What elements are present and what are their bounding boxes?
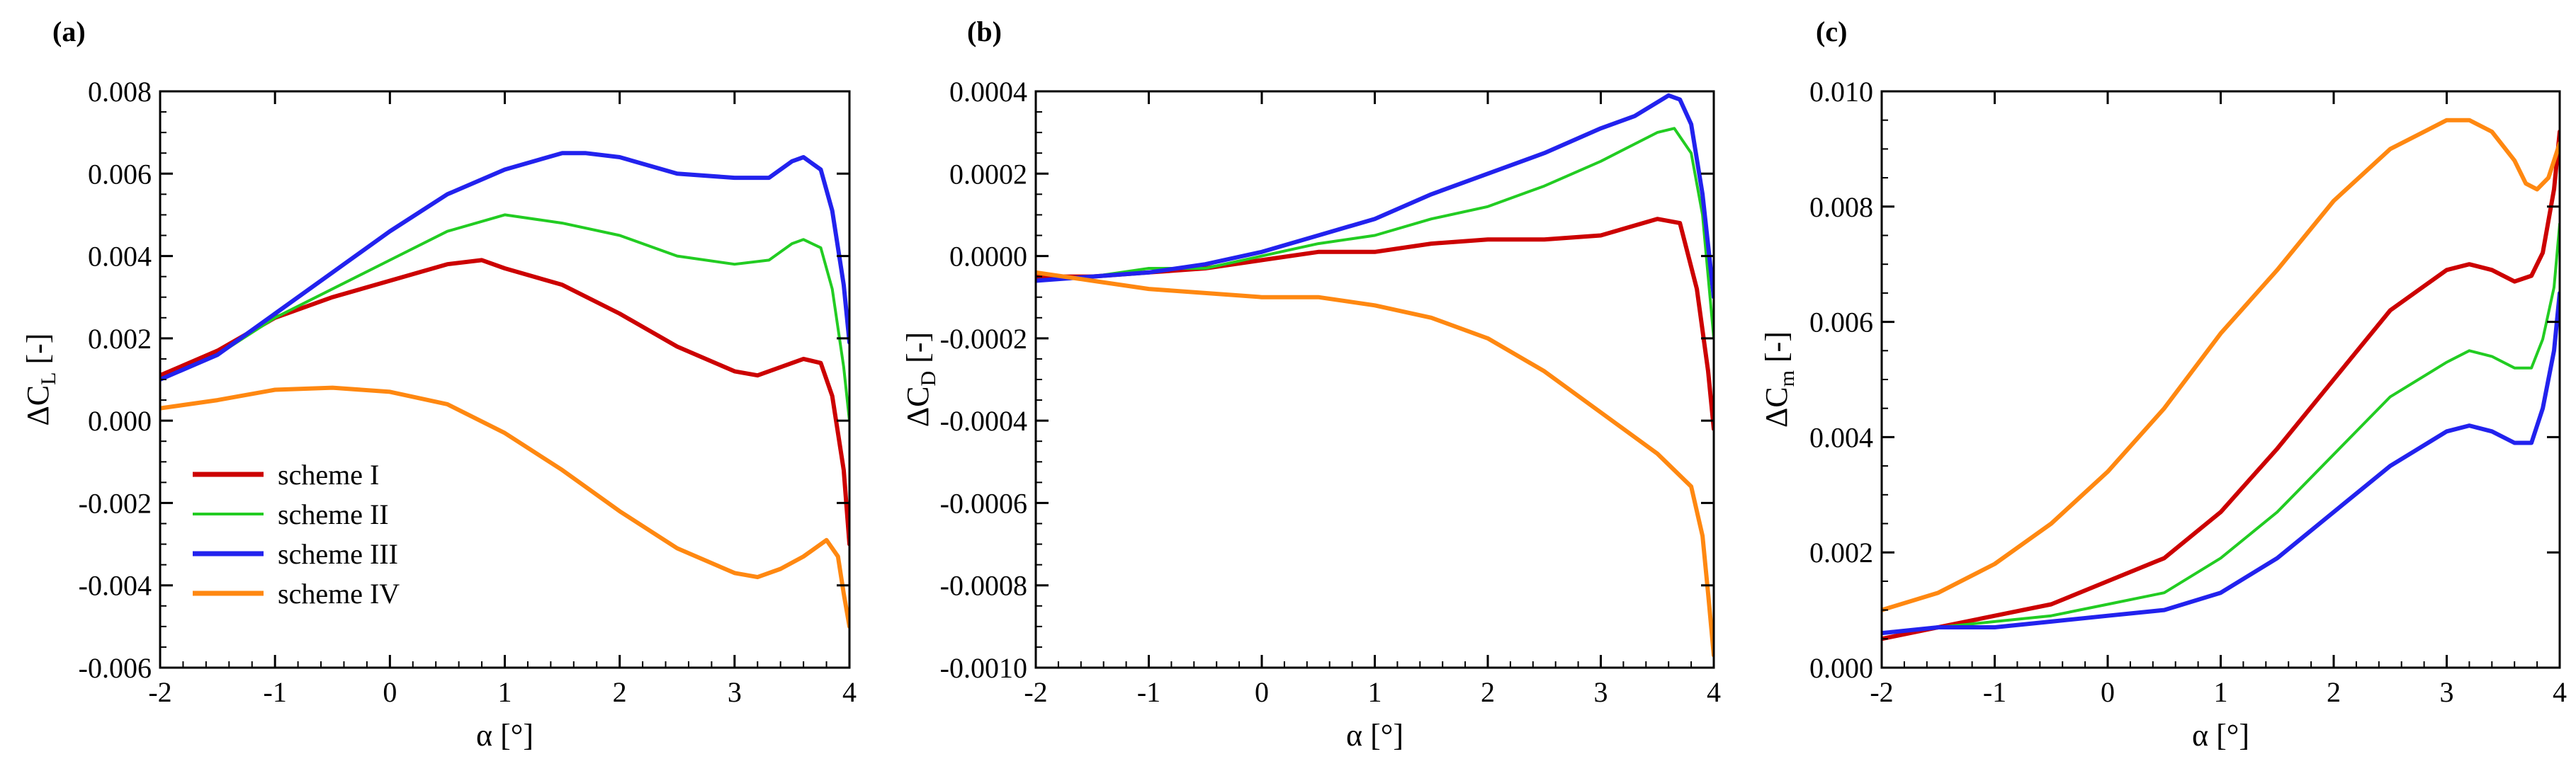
x-axis-title: α [°] [1346, 718, 1403, 753]
series-line-scheme-ii [1882, 222, 2560, 635]
panel-label: (b) [967, 16, 1002, 47]
series-line-scheme-iii [160, 151, 849, 382]
y-tick-label: 0.006 [1809, 307, 1873, 338]
y-tick-label: 0.004 [88, 241, 152, 273]
series-line-scheme-iv [1036, 270, 1714, 658]
y-tick-label: 0.000 [1809, 652, 1873, 684]
x-tick-label: 3 [728, 676, 742, 708]
x-tick-label: -1 [264, 676, 287, 708]
y-tick-label: 0.0002 [949, 158, 1027, 190]
panel-label: (c) [1816, 16, 1847, 47]
series-group [1036, 93, 1714, 658]
y-tick-label: -0.0010 [940, 652, 1027, 684]
legend: scheme I scheme II scheme III scheme IV [193, 459, 400, 610]
y-axis-title-sub: L [37, 372, 60, 384]
x-tick-label: 4 [842, 676, 857, 708]
series-line-scheme-iv [1882, 118, 2560, 612]
y-tick-label: 0.008 [88, 76, 152, 108]
x-tick-label: 0 [1255, 676, 1269, 708]
series-line-scheme-i [1036, 217, 1714, 431]
legend-label: scheme I [278, 459, 379, 491]
x-tick-label: 2 [2327, 676, 2341, 708]
y-axis-title: ΔCL [-] [21, 333, 60, 426]
x-tick-label: 4 [2553, 676, 2567, 708]
y-axis-title-unit: [-] [1759, 331, 1794, 370]
x-tick-label: 1 [1368, 676, 1382, 708]
x-tick-label: 4 [1707, 676, 1721, 708]
x-tick-label: -2 [148, 676, 171, 708]
x-axis-title: α [°] [2192, 718, 2249, 753]
panel-label: (a) [52, 16, 86, 47]
panel-b: (b) -2 -1 0 1 2 3 4 -0.0010 -0.0008 -0.0006 -0.0004… [900, 16, 1721, 753]
legend-label: scheme III [278, 538, 398, 570]
x-tick-label: -1 [1983, 676, 2006, 708]
y-tick-label: 0.010 [1809, 76, 1873, 108]
y-tick-label: 0.000 [88, 405, 152, 437]
x-tick-label: 1 [2214, 676, 2228, 708]
y-axis-title-unit: [-] [900, 332, 935, 371]
y-tick-label: -0.0008 [940, 570, 1027, 602]
y-axis-title-unit: [-] [21, 333, 55, 372]
x-tick-label: 1 [498, 676, 512, 708]
y-tick-label: 0.002 [88, 323, 152, 355]
y-tick-label: -0.004 [79, 570, 152, 602]
y-axis-title-main: ΔC [21, 385, 55, 426]
panel-c: (c) -2 -1 0 1 2 3 4 0.000 0.002 0.004 0.006 0.008 0.0… [1759, 16, 2567, 753]
x-tick-label: 2 [613, 676, 627, 708]
x-tick-label: 0 [383, 676, 397, 708]
x-tick-label: 3 [2440, 676, 2454, 708]
series-line-scheme-ii [160, 213, 849, 423]
y-axis-title-main: ΔC [1759, 387, 1794, 428]
y-tick-label: 0.002 [1809, 537, 1873, 569]
x-tick-label: 0 [2101, 676, 2115, 708]
y-tick-label: -0.0002 [940, 323, 1027, 355]
x-tick-label: -1 [1137, 676, 1160, 708]
series-line-scheme-i [160, 258, 849, 547]
y-tick-label: -0.0006 [940, 487, 1027, 519]
x-tick-label: 3 [1594, 676, 1608, 708]
plot-frame [1880, 90, 2561, 669]
x-tick-label: 2 [1481, 676, 1495, 708]
y-axis-title: ΔCm [-] [1759, 331, 1799, 428]
y-axis-title-main: ΔC [900, 386, 935, 427]
x-tick-label: -2 [1870, 676, 1893, 708]
y-tick-label: 0.0004 [949, 76, 1027, 108]
y-axis-title-sub: m [1775, 370, 1799, 387]
legend-label: scheme II [278, 498, 389, 530]
y-tick-label: -0.0004 [940, 405, 1027, 437]
y-tick-label: 0.0000 [949, 241, 1027, 273]
series-line-scheme-iii [1882, 290, 2560, 636]
series-line-scheme-iv [160, 385, 849, 629]
x-axis-title: α [°] [476, 718, 533, 753]
series-group [160, 151, 849, 629]
y-tick-label: 0.008 [1809, 191, 1873, 223]
y-axis-title: ΔCD [-] [900, 332, 940, 427]
legend-label: scheme IV [278, 578, 400, 610]
series-group [1882, 118, 2560, 641]
y-axis-title-sub: D [917, 371, 940, 387]
series-line-scheme-i [1882, 130, 2560, 641]
panel-a: (a) -2 -1 0 1 2 3 4 -0.006 -0.004 -0.002 0.000 0.002… [21, 16, 857, 753]
y-tick-label: 0.004 [1809, 421, 1873, 453]
plot-frame [1034, 90, 1715, 669]
x-tick-label: -2 [1024, 676, 1047, 708]
y-tick-label: -0.006 [79, 652, 152, 684]
y-tick-label: 0.006 [88, 158, 152, 190]
y-tick-label: -0.002 [79, 487, 152, 519]
series-line-scheme-iii [1036, 93, 1714, 299]
